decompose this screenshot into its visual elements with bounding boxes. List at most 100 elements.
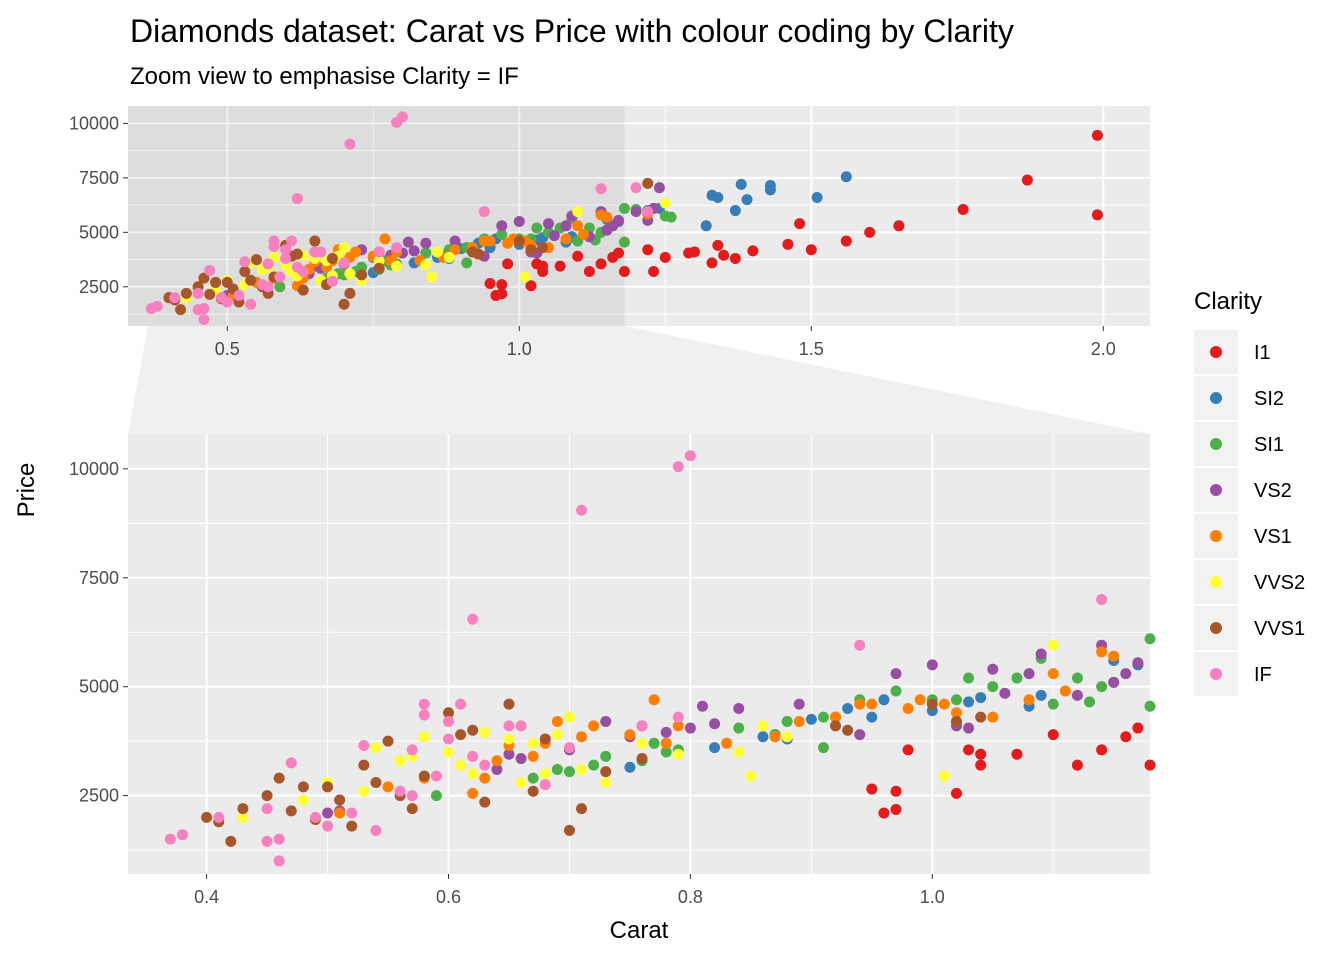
overview-point-if	[344, 138, 356, 150]
overview-point-vs2	[408, 245, 420, 257]
overview-point-vvs1	[513, 235, 525, 247]
zoom-point-vs2	[1120, 668, 1132, 680]
zoom-point-vs2	[1108, 676, 1120, 688]
legend-title: Clarity	[1194, 288, 1262, 315]
zoom-point-vs2	[963, 722, 975, 734]
zoom-point-if	[322, 820, 334, 832]
zoom-point-if	[309, 811, 321, 823]
zoom-point-si1	[890, 685, 902, 697]
legend-key-vvs1	[1210, 622, 1222, 634]
overview-point-i1	[618, 266, 630, 278]
overview-points	[145, 111, 1103, 325]
zoom-point-si1	[527, 772, 539, 784]
overview-point-if	[274, 271, 286, 283]
zoom-point-si1	[551, 763, 563, 775]
overview-point-vs2	[513, 215, 525, 227]
zoom-point-vvs1	[237, 803, 249, 815]
overview-point-vvs1	[642, 177, 654, 189]
zoom-point-if	[455, 698, 467, 710]
overview-point-vvs1	[250, 254, 262, 266]
overview-point-vs1	[449, 244, 461, 256]
zoom-point-si1	[817, 742, 829, 754]
zoom-point-si1	[1144, 633, 1156, 645]
zoom-point-if	[406, 744, 418, 756]
overview-point-si2	[741, 194, 753, 206]
overview-point-si1	[274, 281, 286, 293]
zoom-point-vs2	[660, 726, 672, 738]
overview-point-i1	[688, 246, 700, 258]
zoom-point-if	[515, 720, 527, 732]
zoom-point-if	[467, 750, 479, 762]
overview-point-vs2	[402, 236, 414, 248]
zoom-point-vs1	[479, 772, 491, 784]
overview-point-if	[221, 296, 233, 308]
overview-point-vvs1	[338, 298, 350, 310]
zoom-y-tick-label: 10000	[69, 459, 119, 479]
overview-point-vs2	[560, 220, 572, 232]
zoom-point-if	[358, 739, 370, 751]
zoom-point-si1	[588, 759, 600, 771]
overview-point-si1	[618, 236, 630, 248]
overview-point-vvs2	[338, 242, 350, 254]
zoom-point-vs1	[334, 807, 346, 819]
overview-point-vvs1	[239, 266, 251, 278]
overview-point-i1	[747, 245, 759, 257]
zoom-point-vs1	[950, 707, 962, 719]
overview-x-tick-label: 1.0	[507, 339, 532, 359]
zoom-point-if	[430, 770, 442, 782]
overview-point-vvs1	[326, 252, 338, 264]
overview-point-i1	[794, 218, 806, 230]
zoom-point-si1	[950, 694, 962, 706]
overview-point-if	[326, 275, 338, 287]
overview-point-if	[262, 258, 274, 270]
zoom-point-vvs2	[757, 720, 769, 732]
overview-point-if	[233, 290, 245, 302]
overview-point-i1	[1091, 209, 1103, 221]
zoom-point-if	[273, 855, 285, 867]
zoom-point-vs1	[721, 737, 733, 749]
overview-point-i1	[1021, 174, 1033, 186]
overview-point-i1	[496, 288, 508, 300]
zoom-x-tick-label: 0.6	[436, 887, 461, 907]
zoom-point-vs2	[854, 729, 866, 741]
zoom-point-vvs1	[830, 720, 842, 732]
overview-point-i1	[613, 247, 625, 259]
zoom-point-vs2	[733, 702, 745, 714]
overview-point-si2	[840, 171, 852, 183]
zoom-point-vs1	[854, 698, 866, 710]
overview-x-tick-label: 1.5	[799, 339, 824, 359]
overview-point-vvs2	[344, 268, 356, 280]
zoom-point-si1	[1011, 672, 1023, 684]
zoom-point-if	[563, 742, 575, 754]
overview-point-si2	[729, 205, 741, 217]
legend-label-si2: SI2	[1254, 388, 1284, 410]
overview-x-tick-label: 2.0	[1091, 339, 1116, 359]
overview-point-vvs1	[344, 287, 356, 299]
zoom-point-vs1	[660, 737, 672, 749]
overview-point-if	[291, 193, 303, 205]
legend-label-si1: SI1	[1254, 434, 1284, 456]
zoom-point-vvs2	[733, 746, 745, 758]
zoom-point-vs2	[926, 659, 938, 671]
overview-point-vs1	[379, 233, 391, 245]
overview-point-i1	[595, 258, 607, 270]
zoom-y-tick-label: 2500	[79, 786, 119, 806]
zoom-point-if	[164, 833, 176, 845]
zoom-point-if	[370, 824, 382, 836]
zoom-point-si2	[975, 692, 987, 704]
overview-point-vvs2	[373, 255, 385, 267]
overview-point-si1	[356, 261, 368, 273]
zoom-point-vvs1	[322, 781, 334, 793]
zoom-point-vvs1	[285, 805, 297, 817]
zoom-points	[164, 450, 1156, 867]
zoom-point-si1	[1071, 672, 1083, 684]
zoom-point-vs1	[648, 694, 660, 706]
overview-y-tick-label: 7500	[79, 168, 119, 188]
zoom-point-i1	[1132, 722, 1144, 734]
overview-point-vs1	[601, 211, 613, 223]
overview-point-if	[245, 298, 257, 310]
legend-key-vs1	[1210, 530, 1222, 542]
zoom-point-if	[479, 759, 491, 771]
zoom-point-vs2	[793, 698, 805, 710]
overview-point-si2	[764, 184, 776, 196]
